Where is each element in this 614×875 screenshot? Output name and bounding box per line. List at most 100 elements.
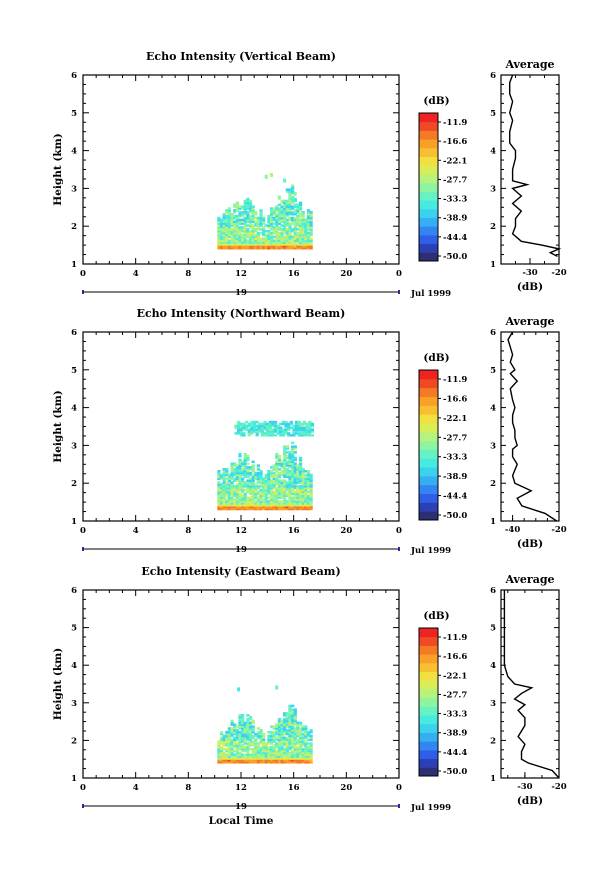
heat-cell bbox=[280, 233, 284, 237]
heat-cell bbox=[266, 426, 270, 429]
heat-cell bbox=[298, 229, 303, 233]
heat-cell bbox=[241, 460, 245, 464]
heat-cell bbox=[235, 732, 239, 736]
heat-cell bbox=[275, 243, 279, 246]
heat-cell bbox=[298, 207, 303, 210]
heat-cell bbox=[219, 473, 224, 477]
heat-cell bbox=[256, 235, 261, 239]
heat-cell bbox=[248, 222, 253, 225]
heat-cell bbox=[267, 485, 271, 488]
heat-cell bbox=[267, 229, 271, 233]
heat-cell bbox=[230, 239, 234, 242]
heat-cell bbox=[285, 201, 289, 205]
heat-cell bbox=[267, 740, 271, 743]
heat-cell bbox=[275, 464, 279, 467]
heat-cell bbox=[262, 216, 266, 220]
heat-cell bbox=[283, 725, 287, 728]
heat-cell bbox=[243, 492, 247, 496]
heat-cell bbox=[243, 233, 247, 237]
heat-cell bbox=[248, 218, 253, 222]
heat-cell bbox=[298, 235, 303, 239]
heat-cell bbox=[233, 226, 237, 229]
heat-cell bbox=[296, 469, 300, 473]
heat-cell bbox=[248, 723, 253, 726]
heat-cell bbox=[309, 214, 313, 218]
heat-cell bbox=[298, 740, 303, 743]
heat-cell bbox=[298, 755, 303, 758]
heat-cell bbox=[285, 483, 289, 486]
heat-cell bbox=[301, 757, 305, 760]
heat-cell bbox=[296, 222, 300, 225]
heat-cell bbox=[260, 434, 264, 437]
heat-cell bbox=[263, 426, 267, 429]
heat-cell bbox=[254, 477, 258, 481]
heat-cell bbox=[256, 757, 261, 760]
x-tick-label: 20 bbox=[340, 269, 352, 279]
colorbar-unit: (dB) bbox=[423, 352, 449, 364]
heat-cell bbox=[255, 434, 259, 437]
heat-cell bbox=[292, 434, 296, 437]
heat-cell bbox=[217, 498, 221, 501]
profile-y-tick-label: 1 bbox=[490, 517, 496, 527]
heat-cell bbox=[225, 216, 229, 220]
heat-cell bbox=[238, 492, 242, 496]
colorbar-swatch bbox=[419, 226, 438, 236]
heat-cell bbox=[262, 761, 266, 764]
heat-cell bbox=[275, 753, 279, 757]
heat-cell bbox=[217, 744, 221, 747]
heat-cell bbox=[248, 496, 253, 499]
heat-cell bbox=[272, 755, 276, 758]
heat-cell bbox=[267, 505, 271, 509]
heat-cell bbox=[238, 211, 242, 214]
heat-cell bbox=[271, 432, 275, 435]
heat-cell bbox=[235, 218, 239, 222]
heat-cell bbox=[291, 239, 295, 242]
heat-cell bbox=[238, 496, 242, 499]
heat-cell bbox=[288, 708, 292, 713]
heat-cell bbox=[309, 490, 313, 494]
heat-cell bbox=[288, 751, 292, 755]
heat-cell bbox=[256, 731, 261, 734]
heat-cell bbox=[296, 732, 300, 736]
heat-cell bbox=[230, 729, 234, 732]
heat-cell bbox=[288, 714, 292, 717]
heat-cell bbox=[288, 738, 292, 741]
heat-cell bbox=[280, 759, 284, 762]
heat-cell bbox=[283, 207, 287, 210]
colorbar-tick-label: -11.9 bbox=[443, 118, 467, 128]
heat-cell bbox=[275, 235, 279, 239]
heat-cell bbox=[275, 231, 279, 235]
heat-cell bbox=[269, 490, 274, 494]
heat-cell bbox=[309, 744, 313, 747]
heat-cell bbox=[251, 473, 255, 477]
heat-cell bbox=[288, 237, 292, 241]
heat-cell bbox=[227, 209, 232, 212]
heat-cell bbox=[251, 761, 255, 764]
heat-cell bbox=[238, 243, 242, 246]
date-marker bbox=[398, 547, 400, 551]
colorbar-swatch bbox=[419, 697, 438, 707]
heat-cell bbox=[241, 483, 245, 486]
heat-cell bbox=[296, 727, 300, 730]
heat-cell bbox=[288, 746, 292, 749]
heat-cell bbox=[243, 481, 247, 484]
heat-cell bbox=[246, 486, 250, 490]
heat-cell bbox=[256, 753, 261, 757]
heat-cell bbox=[298, 473, 303, 477]
heat-cell bbox=[217, 241, 221, 244]
heat-cell bbox=[280, 229, 284, 233]
heat-cell bbox=[298, 481, 303, 484]
heat-cell bbox=[267, 241, 271, 244]
heat-cell bbox=[291, 228, 295, 231]
heat-cell bbox=[230, 507, 234, 511]
heat-cell bbox=[248, 216, 253, 220]
heat-cell bbox=[291, 477, 295, 481]
heat-cell bbox=[230, 218, 234, 222]
heat-cell bbox=[275, 725, 279, 728]
heat-cell bbox=[288, 475, 292, 479]
heat-cell bbox=[293, 451, 297, 454]
heat-cell bbox=[306, 742, 311, 745]
heat-cell bbox=[306, 222, 311, 225]
heat-cell bbox=[225, 502, 229, 505]
heat-cell bbox=[256, 477, 261, 481]
